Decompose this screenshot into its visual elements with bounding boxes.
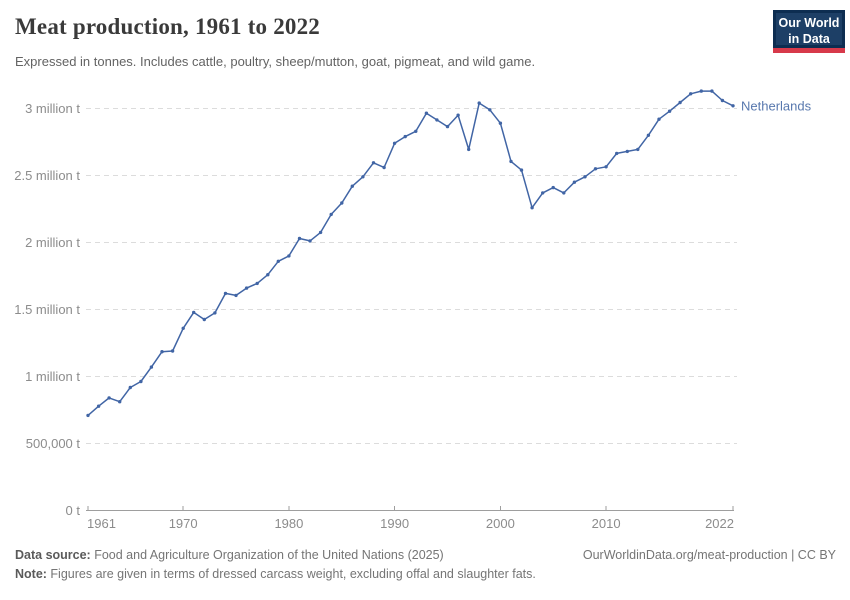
- data-point[interactable]: [86, 413, 90, 418]
- data-point[interactable]: [266, 273, 270, 277]
- data-point[interactable]: [160, 350, 164, 354]
- note-text: Note: Figures are given in terms of dres…: [15, 567, 536, 581]
- chart-footer: Data source: Food and Agriculture Organi…: [15, 546, 836, 583]
- data-point[interactable]: [435, 118, 439, 122]
- data-point[interactable]: [572, 180, 577, 184]
- data-point[interactable]: [562, 191, 566, 195]
- data-point[interactable]: [139, 379, 143, 384]
- x-axis-tick-label: 1961: [87, 516, 116, 531]
- attribution-link[interactable]: OurWorldinData.org/meat-production | CC …: [582, 548, 836, 562]
- x-axis-tick-label: 1980: [274, 516, 303, 531]
- data-point[interactable]: [541, 191, 545, 195]
- data-point[interactable]: [424, 111, 429, 115]
- data-point[interactable]: [297, 236, 302, 241]
- data-point[interactable]: [593, 167, 598, 171]
- data-point[interactable]: [583, 175, 587, 179]
- data-point[interactable]: [287, 254, 291, 258]
- y-axis-tick-label: 2 million t: [25, 235, 80, 250]
- data-point[interactable]: [646, 133, 651, 137]
- data-point[interactable]: [678, 100, 682, 105]
- data-point[interactable]: [202, 317, 206, 322]
- chart-subtitle: Expressed in tonnes. Includes cattle, po…: [15, 54, 536, 69]
- data-point[interactable]: [340, 201, 344, 205]
- data-point[interactable]: [244, 286, 249, 290]
- x-axis-tick-label: 1970: [169, 516, 198, 531]
- data-point[interactable]: [498, 121, 503, 125]
- data-point[interactable]: [403, 134, 407, 139]
- data-point[interactable]: [350, 184, 354, 188]
- data-point[interactable]: [467, 147, 471, 152]
- data-point[interactable]: [477, 101, 481, 105]
- y-axis-tick-label: 1.5 million t: [14, 302, 80, 317]
- data-point[interactable]: [223, 291, 228, 296]
- data-point[interactable]: [414, 129, 418, 133]
- x-axis-tick-label: 2022: [705, 516, 734, 531]
- y-axis-tick-label: 2.5 million t: [14, 168, 80, 183]
- data-point[interactable]: [445, 124, 450, 129]
- data-point[interactable]: [699, 89, 703, 93]
- data-point[interactable]: [615, 151, 619, 156]
- data-point[interactable]: [96, 404, 101, 408]
- y-axis-tick-label: 0 t: [66, 503, 81, 518]
- data-point[interactable]: [720, 98, 725, 103]
- data-point[interactable]: [689, 92, 693, 96]
- data-point[interactable]: [456, 113, 460, 117]
- data-point[interactable]: [488, 108, 492, 112]
- data-point[interactable]: [234, 293, 238, 298]
- data-point[interactable]: [382, 165, 386, 170]
- data-point[interactable]: [530, 206, 534, 210]
- data-point[interactable]: [657, 117, 661, 121]
- y-axis-tick-label: 3 million t: [25, 101, 80, 116]
- data-point[interactable]: [519, 168, 524, 172]
- x-axis-tick-label: 2000: [486, 516, 515, 531]
- y-axis-tick-label: 1 million t: [25, 369, 80, 384]
- data-point[interactable]: [710, 89, 714, 93]
- data-point[interactable]: [170, 349, 175, 353]
- data-point[interactable]: [107, 396, 111, 400]
- page-title: Meat production, 1961 to 2022: [15, 14, 321, 39]
- data-point[interactable]: [329, 212, 333, 217]
- data-point[interactable]: [551, 185, 555, 190]
- data-point[interactable]: [636, 147, 640, 152]
- data-point[interactable]: [149, 365, 154, 369]
- owid-logo-red-bar: [773, 48, 845, 53]
- data-point[interactable]: [308, 239, 312, 243]
- data-point[interactable]: [392, 141, 397, 145]
- data-point[interactable]: [318, 230, 323, 235]
- data-source-text: Data source: Food and Agriculture Organi…: [15, 548, 444, 562]
- data-line[interactable]: [87, 90, 734, 417]
- y-axis-tick-label: 500,000 t: [26, 436, 81, 451]
- data-point[interactable]: [181, 326, 185, 330]
- data-point[interactable]: [509, 159, 513, 164]
- data-point[interactable]: [213, 311, 217, 315]
- data-point[interactable]: [731, 104, 735, 108]
- data-point[interactable]: [361, 175, 365, 179]
- data-point[interactable]: [667, 109, 672, 113]
- owid-logo-text: Our World in Data: [776, 13, 842, 46]
- series-label-netherlands: Netherlands: [741, 98, 812, 113]
- data-point[interactable]: [192, 310, 196, 315]
- data-point[interactable]: [118, 400, 122, 404]
- data-point[interactable]: [276, 259, 280, 263]
- x-axis-tick-label: 1990: [380, 516, 409, 531]
- data-point[interactable]: [255, 281, 259, 286]
- data-point[interactable]: [371, 161, 376, 165]
- x-axis-tick-label: 2010: [592, 516, 621, 531]
- owid-logo[interactable]: Our World in Data: [773, 10, 845, 53]
- data-point[interactable]: [625, 149, 629, 154]
- data-point[interactable]: [128, 385, 132, 390]
- data-point[interactable]: [604, 165, 608, 169]
